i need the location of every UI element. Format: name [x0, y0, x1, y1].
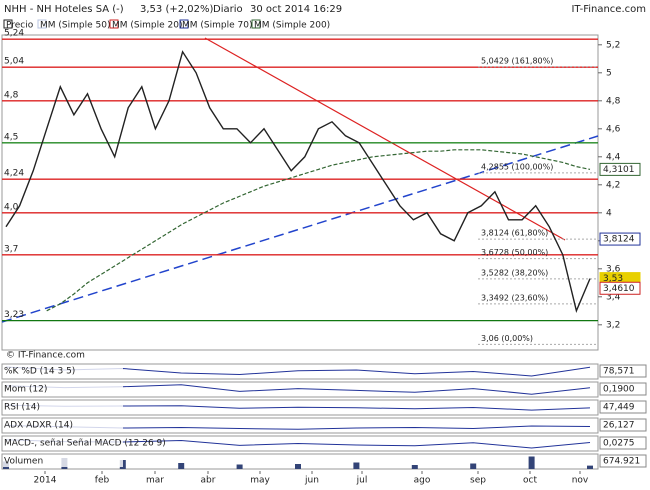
legend-box: [179, 19, 189, 29]
brand: IT-Finance.com: [571, 4, 646, 15]
indicator-label-bg: [3, 401, 123, 413]
volume-bar: [528, 456, 535, 469]
indicator-label-bg: [3, 383, 123, 395]
y-tick-label: 5,2: [606, 40, 620, 50]
level-label: 4,0: [4, 202, 19, 212]
y-tick-label: 3,2: [606, 320, 620, 330]
legend-box: [109, 19, 119, 29]
x-tick-label: mar: [146, 476, 164, 486]
price-badge-label: 4,3101: [603, 165, 635, 175]
indicator-badge: [599, 454, 647, 468]
indicator-badge: [599, 400, 647, 414]
indicator-badge: [599, 364, 647, 378]
indicator-value: 0,1900: [603, 385, 635, 395]
legend-box: [37, 19, 47, 29]
indicator-badge: [599, 436, 647, 450]
x-tick-label: 2014: [34, 476, 57, 486]
x-tick-label: jul: [356, 476, 368, 486]
indicator-panel: [1, 363, 599, 380]
indicator-label-bg: [3, 365, 123, 377]
indicator-name: %K %D (14 3 5): [4, 367, 75, 377]
period: Diario: [213, 4, 243, 15]
y-tick-label: 3,6: [606, 264, 621, 274]
fib-label: 3,06 (0,00%): [481, 334, 533, 343]
level-label: 5,04: [4, 57, 24, 67]
level-label: 5,24: [4, 29, 24, 39]
price-line: [5, 50, 591, 314]
fib-label: 3,6728 (50,00%): [481, 248, 548, 257]
fib-label: 4,2855 (100,00%): [481, 162, 553, 171]
legend-entry: MM (Simple 70): [182, 21, 252, 31]
price-line: [46, 149, 591, 312]
price-badge: [599, 162, 641, 176]
level-label: 4,8: [4, 90, 19, 100]
fib-label: 3,5282 (38,20%): [481, 268, 548, 277]
y-tick-label: 4,4: [606, 152, 621, 162]
legend-entry: MM (Simple 200): [254, 21, 330, 31]
price-badge-label: 3,4610: [603, 284, 635, 294]
volume-bar: [353, 462, 360, 469]
volume-bar: [295, 464, 301, 469]
legend-entry: Precio: [6, 21, 34, 31]
trend-line: [204, 37, 566, 241]
x-tick-label: jun: [304, 476, 319, 486]
y-tick-label: 4: [606, 208, 612, 218]
indicator-name: Volumen: [4, 457, 43, 467]
volume-bar: [411, 465, 418, 469]
indicator-label-bg: [3, 455, 123, 467]
price-badge: [599, 281, 641, 295]
indicator-badge: [599, 382, 647, 396]
level-label: 3,23: [4, 310, 24, 320]
volume-bar: [236, 464, 243, 469]
watermark: © IT-Finance.com: [6, 351, 85, 361]
price-badge: [599, 232, 641, 246]
indicator-name: Mom (12): [4, 385, 47, 395]
indicator-value: 26,127: [603, 421, 635, 431]
y-tick-label: 4,6: [606, 124, 621, 134]
y-tick-label: 4,8: [606, 96, 621, 106]
indicator-value: 0,0275: [603, 439, 635, 449]
x-tick-label: sep: [470, 476, 486, 486]
y-tick-label: 5: [606, 68, 612, 78]
datetime: 30 oct 2014 16:29: [250, 4, 342, 15]
title: NHH - NH Hoteles SA (-): [4, 4, 124, 15]
fib-label: 5,0429 (161,80%): [481, 56, 553, 65]
legend-box: [3, 19, 13, 29]
x-tick-label: feb: [95, 476, 110, 486]
x-tick-label: abr: [201, 476, 216, 486]
x-tick-label: oct: [523, 476, 537, 486]
indicator-badge: [599, 418, 647, 432]
volume-bar: [587, 465, 593, 469]
legend-box: [251, 19, 261, 29]
indicator-name: MACD-, señal Señal MACD (12 26 9): [4, 439, 166, 449]
indicator-panel: [1, 417, 599, 434]
quote: 3,53 (+2,02%): [140, 4, 213, 15]
price-badge-label: 3,53: [603, 274, 623, 284]
plot-frame: [1, 34, 599, 351]
fib-label: 3,8124 (61,80%): [481, 229, 548, 238]
y-tick-label: 4,2: [606, 180, 620, 190]
indicator-label-bg: [3, 437, 123, 449]
indicator-label-bg: [3, 419, 123, 431]
indicator-name: ADX ADXR (14): [4, 421, 73, 431]
volume-bar: [178, 463, 185, 469]
x-tick-label: may: [250, 476, 270, 486]
level-label: 4,24: [4, 169, 24, 179]
indicator-value: 78,571: [603, 367, 635, 377]
level-label: 4,5: [4, 132, 18, 142]
level-label: 3,7: [4, 244, 18, 254]
indicator-name: RSI (14): [4, 403, 40, 413]
x-tick-label: ago: [414, 476, 431, 486]
y-tick-label: 3,4: [606, 292, 621, 302]
x-tick-label: nov: [572, 476, 589, 486]
volume-bar: [470, 463, 477, 469]
fib-label: 3,3492 (23,60%): [481, 293, 548, 302]
indicator-value: 674.921: [603, 457, 640, 467]
legend-entry: MM (Simple 20): [112, 21, 182, 31]
legend-entry: MM (Simple 50): [40, 21, 110, 31]
indicator-value: 47,449: [603, 403, 635, 413]
price-badge-label: 3,8124: [603, 235, 635, 245]
